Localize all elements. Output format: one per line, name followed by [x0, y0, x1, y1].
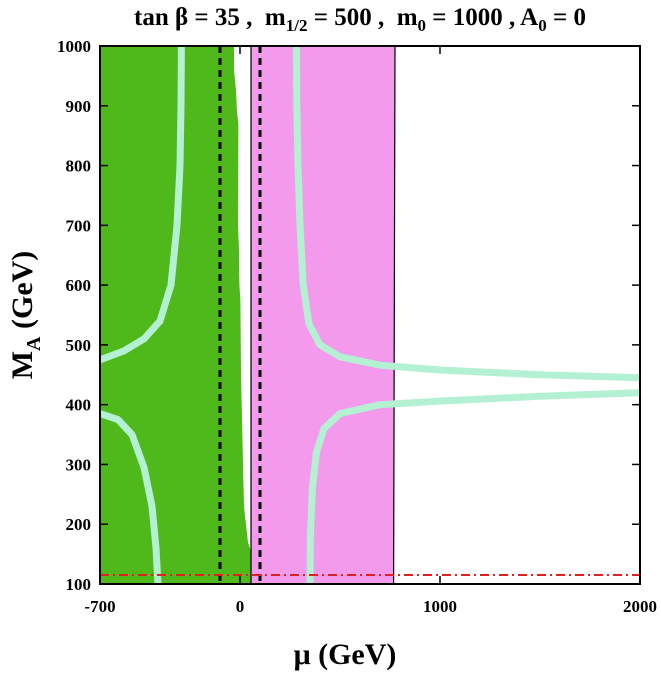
- y-tick-label: 600: [66, 276, 92, 295]
- y-tick-label: 700: [66, 216, 92, 235]
- plot-frame: [99, 45, 641, 585]
- y-tick-label: 800: [66, 157, 92, 176]
- title-m-half-value: = 500 ,: [313, 4, 385, 31]
- x-tick-label: 0: [236, 597, 245, 616]
- y-axis-label-rest: (GeV): [6, 251, 39, 337]
- x-tick-label: 1000: [423, 597, 457, 616]
- x-tick-label: 2000: [623, 597, 657, 616]
- y-axis-label-main: M: [6, 351, 39, 379]
- title-m-half-sub: 1/2: [285, 16, 308, 35]
- wmap-band-4: [306, 389, 640, 584]
- x-tick-label: -700: [84, 597, 115, 616]
- chart-title: tan β = 35 , m1/2 = 500 , m0 = 1000 , A0…: [60, 4, 660, 35]
- title-m0-label: m: [396, 4, 418, 31]
- title-tan-value: = 35 ,: [194, 4, 253, 31]
- wmap-band-1: [100, 46, 185, 364]
- title-a0-label: A: [520, 4, 539, 31]
- wmap-band-3: [292, 46, 640, 382]
- y-tick-label: 400: [66, 396, 92, 415]
- y-tick-label: 900: [66, 97, 92, 116]
- y-axis-label: MA (GeV): [6, 251, 45, 380]
- y-axis-label-sub: A: [23, 336, 45, 351]
- title-a0-sub: 0: [538, 16, 547, 35]
- title-m0-value: = 1000 ,: [432, 4, 516, 31]
- y-tick-label: 300: [66, 455, 92, 474]
- title-a0-value: = 0: [552, 4, 586, 31]
- pink-region: [250, 46, 396, 584]
- y-tick-label: 500: [66, 336, 92, 355]
- x-axis-label: μ (GeV): [294, 638, 397, 671]
- title-beta-symbol: β: [174, 4, 189, 31]
- y-tick-label: 1000: [57, 37, 91, 56]
- title-tan-label: tan: [134, 4, 169, 31]
- y-tick-label: 200: [66, 515, 92, 534]
- title-m0-sub: 0: [417, 16, 427, 35]
- title-m-half-label: m: [264, 4, 286, 31]
- wmap-band-2: [100, 410, 162, 584]
- y-tick-label: 100: [66, 575, 92, 594]
